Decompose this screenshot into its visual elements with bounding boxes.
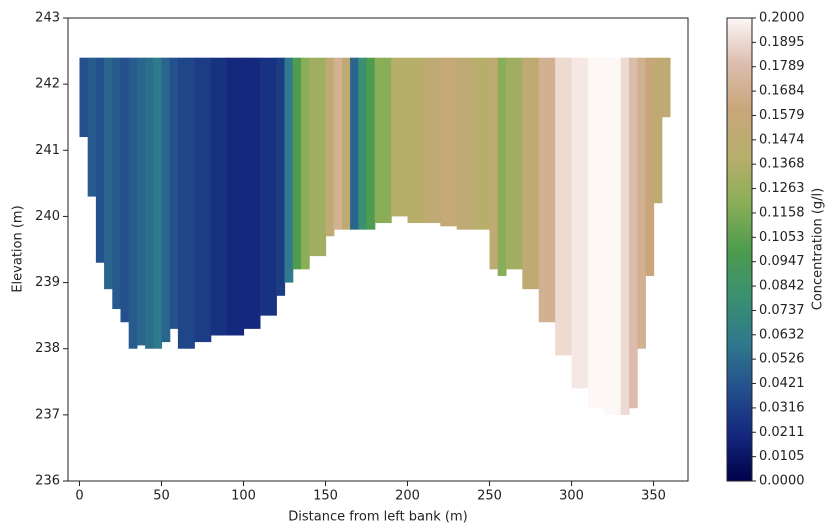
concentration-column: [104, 57, 113, 290]
concentration-column: [440, 57, 458, 227]
x-tick-label: 50: [153, 489, 170, 504]
concentration-column: [87, 57, 97, 197]
colorbar-tick-label: 0.0421: [759, 376, 805, 391]
colorbar-tick-label: 0.0632: [759, 327, 805, 342]
colorbar-label: Concentration (g/l): [811, 188, 826, 310]
concentration-column: [333, 57, 343, 230]
concentration-column: [391, 57, 409, 217]
colorbar-tick-label: 0.0842: [759, 279, 805, 294]
concentration-column: [366, 57, 376, 230]
concentration-column: [637, 57, 646, 349]
concentration-column: [628, 57, 638, 409]
colorbar-tick-label: 0.0526: [759, 352, 805, 367]
colorbar-tick-label: 0.0105: [759, 449, 805, 464]
concentration-column: [153, 57, 163, 349]
concentration-column: [350, 57, 359, 230]
concentration-column: [95, 57, 105, 263]
y-tick-label: 243: [35, 11, 60, 26]
concentration-column: [555, 57, 573, 356]
concentration-column: [79, 57, 89, 138]
y-tick-label: 237: [35, 407, 60, 422]
plot-frame: [67, 17, 689, 482]
concentration-column: [120, 57, 130, 323]
concentration-column: [489, 57, 499, 270]
concentration-column: [473, 57, 491, 230]
concentration-column: [538, 57, 556, 323]
x-tick-label: 100: [231, 489, 256, 504]
colorbar-tick-label: 0.1368: [759, 157, 805, 172]
x-axis-label: Distance from left bank (m): [288, 510, 467, 525]
concentration-column: [112, 57, 122, 310]
y-axis-label: Elevation (m): [11, 205, 26, 292]
x-tick-label: 250: [477, 489, 502, 504]
concentration-column: [497, 57, 507, 276]
concentration-column: [358, 57, 368, 230]
concentration-column: [620, 57, 630, 415]
colorbar-tick-label: 0.1789: [759, 59, 805, 74]
concentration-column: [177, 57, 195, 349]
concentration-column: [456, 57, 474, 230]
colorbar-tick-label: 0.0316: [759, 400, 805, 415]
x-tick-label: 350: [641, 489, 666, 504]
concentration-column: [259, 57, 277, 316]
y-tick-label: 239: [35, 275, 60, 290]
concentration-column: [661, 57, 671, 118]
x-tick-label: 0: [75, 489, 83, 504]
concentration-column: [145, 57, 154, 349]
concentration-column: [423, 57, 441, 224]
x-tick-label: 150: [313, 489, 338, 504]
x-tick-label: 200: [395, 489, 420, 504]
concentration-column: [227, 57, 245, 336]
colorbar-tick-label: 0.0000: [759, 474, 805, 489]
concentration-column: [374, 57, 392, 224]
concentration-column: [300, 57, 310, 270]
concentration-column: [284, 57, 294, 283]
concentration-column: [136, 57, 146, 346]
y-tick-label: 240: [35, 209, 60, 224]
concentration-column: [210, 57, 228, 336]
concentration-column: [128, 57, 138, 349]
concentration-column: [604, 57, 622, 415]
concentration-column: [645, 57, 655, 276]
colorbar-tick-label: 0.1895: [759, 35, 805, 50]
concentration-column: [522, 57, 540, 290]
colorbar-tick-label: 0.1474: [759, 132, 805, 147]
concentration-column: [161, 57, 171, 343]
colorbar-tick-label: 0.1158: [759, 205, 805, 220]
y-tick-label: 241: [35, 143, 60, 158]
y-tick-label: 238: [35, 341, 60, 356]
x-tick-label: 300: [559, 489, 584, 504]
concentration-column: [653, 57, 663, 204]
concentration-column: [505, 57, 523, 270]
colorbar-tick-label: 0.2000: [759, 11, 805, 26]
colorbar-tick-label: 0.0211: [759, 425, 805, 440]
concentration-column: [407, 57, 425, 224]
colorbar: [726, 17, 753, 482]
y-tick-label: 242: [35, 77, 60, 92]
concentration-column: [292, 57, 302, 270]
colorbar-tick-label: 0.1579: [759, 108, 805, 123]
concentration-column: [341, 57, 351, 230]
concentration-column: [276, 57, 286, 296]
colorbar-tick-label: 0.0737: [759, 303, 805, 318]
colorbar-tick-label: 0.1263: [759, 181, 805, 196]
colorbar-tick-label: 0.0947: [759, 254, 805, 269]
colorbar-tick-label: 0.1053: [759, 230, 805, 245]
concentration-column: [325, 57, 335, 237]
concentration-column: [243, 57, 261, 329]
concentration-column: [571, 57, 589, 389]
concentration-column: [169, 57, 179, 329]
concentration-column: [587, 57, 605, 409]
y-tick-label: 236: [35, 474, 60, 489]
colorbar-tick-label: 0.1684: [759, 84, 805, 99]
concentration-column: [194, 57, 212, 343]
concentration-column: [309, 57, 327, 257]
